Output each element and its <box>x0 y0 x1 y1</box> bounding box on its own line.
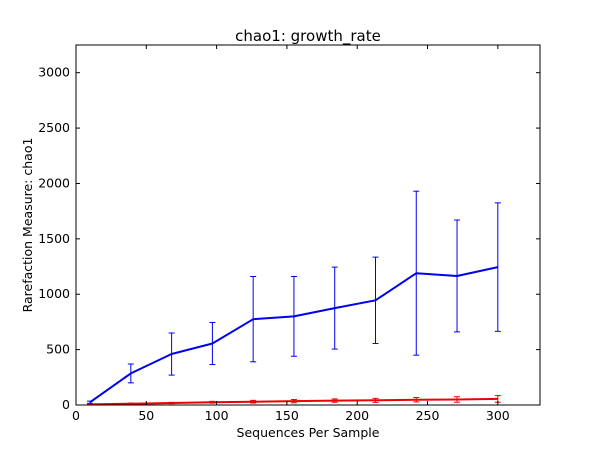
x-axis-label: Sequences Per Sample <box>237 425 380 440</box>
x-tick-label: 250 <box>416 408 440 423</box>
y-axis-label: Rarefaction Measure: chao1 <box>20 138 35 313</box>
chart-title: chao1: growth_rate <box>235 27 381 46</box>
plot-area <box>87 190 501 406</box>
y-tick-label: 1000 <box>38 286 70 301</box>
y-tick-label: 2500 <box>38 120 70 135</box>
x-tick-label: 0 <box>72 408 80 423</box>
y-tick-label: 3000 <box>38 65 70 80</box>
y-tick-label: 1500 <box>38 231 70 246</box>
y-tick-label: 2000 <box>38 175 70 190</box>
x-tick-label: 200 <box>345 408 369 423</box>
axes-frame <box>75 44 541 406</box>
series-line <box>89 266 499 404</box>
x-tick-label: 50 <box>138 408 154 423</box>
y-tick-label: 0 <box>62 397 70 412</box>
series-line <box>90 397 498 406</box>
x-tick-label: 150 <box>275 408 299 423</box>
y-tick-label: 500 <box>46 342 70 357</box>
x-tick-label: 100 <box>205 408 229 423</box>
series-0 <box>87 190 501 404</box>
axis-ticks: 0 50 100 150 200 250 3000500100015002000250030… <box>38 45 540 423</box>
series-1 <box>87 395 501 406</box>
x-tick-label: 300 <box>486 408 510 423</box>
